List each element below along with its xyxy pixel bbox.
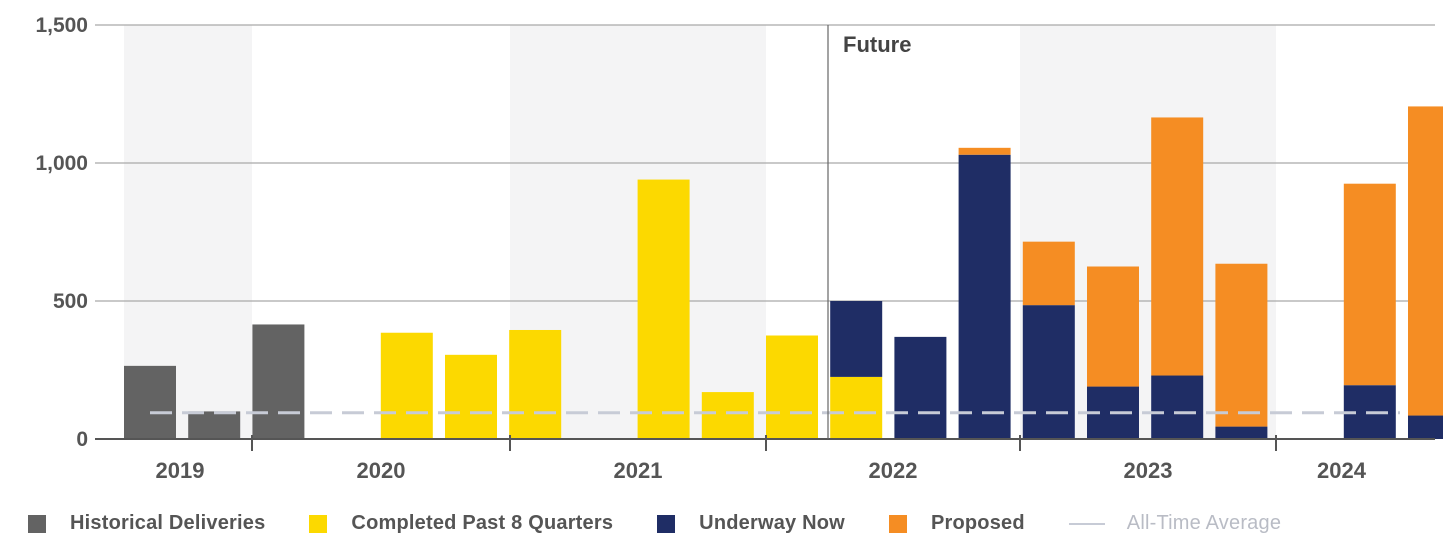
- bar-underway: [1151, 375, 1204, 439]
- legend-label-average: All-Time Average: [1126, 512, 1282, 534]
- bar-proposed: [1022, 241, 1075, 306]
- bar-underway: [894, 336, 947, 439]
- x-tick-label: 2021: [614, 458, 663, 483]
- legend-item-historical: Historical Deliveries: [28, 512, 265, 535]
- y-tick-label: 500: [53, 290, 88, 313]
- future-label: Future: [843, 32, 911, 57]
- legend: Historical Deliveries Completed Past 8 Q…: [28, 512, 1325, 535]
- bar-completed: [701, 392, 754, 439]
- x-tick-label: 2024: [1317, 458, 1367, 483]
- bar-proposed: [1151, 117, 1204, 376]
- y-tick-label: 0: [76, 428, 88, 451]
- bar-underway: [1022, 305, 1075, 439]
- bar-completed: [830, 376, 883, 439]
- legend-swatch-historical: [28, 514, 46, 533]
- x-tick-label: 2019: [156, 458, 205, 483]
- bar-completed: [637, 179, 690, 439]
- x-tick-label: 2020: [357, 458, 406, 483]
- bar-completed: [380, 332, 433, 439]
- bar-proposed: [1408, 106, 1443, 416]
- bar-underway: [958, 154, 1011, 439]
- future-divider: Future: [827, 25, 911, 439]
- y-tick-label: 1,000: [35, 152, 88, 175]
- legend-swatch-average: [1068, 522, 1105, 525]
- x-tick-label: 2022: [869, 458, 918, 483]
- bar-underway: [830, 301, 883, 377]
- gridlines: [95, 24, 1435, 302]
- bar-proposed: [958, 147, 1011, 155]
- bar-proposed: [1215, 263, 1268, 427]
- legend-item-proposed: Proposed: [888, 512, 1025, 535]
- legend-label-historical: Historical Deliveries: [70, 512, 266, 534]
- bar-historical: [188, 411, 241, 439]
- bar-completed: [766, 335, 818, 439]
- bar-underway: [1408, 415, 1443, 439]
- legend-swatch-completed: [309, 514, 328, 533]
- x-axis: 2019 2020 2021 2022 2023 2024: [95, 435, 1435, 483]
- legend-label-underway: Underway Now: [699, 512, 845, 534]
- y-tick-label: 1,500: [35, 14, 88, 37]
- legend-swatch-proposed: [888, 514, 907, 533]
- bar-underway: [1215, 426, 1268, 439]
- legend-swatch-underway: [657, 514, 676, 533]
- bar-historical: [124, 365, 176, 439]
- bar-completed: [509, 329, 562, 439]
- bar-proposed: [1343, 183, 1396, 386]
- legend-item-average: All-Time Average: [1068, 512, 1282, 535]
- bar-proposed: [1087, 266, 1139, 387]
- legend-item-underway: Underway Now: [657, 512, 845, 535]
- legend-label-proposed: Proposed: [930, 512, 1025, 534]
- bar-historical: [252, 324, 305, 439]
- y-axis: 0 500 1,000 1,500: [35, 14, 88, 451]
- legend-item-completed: Completed Past 8 Quarters: [309, 512, 613, 535]
- legend-label-completed: Completed Past 8 Quarters: [351, 512, 614, 534]
- bar-completed: [445, 354, 497, 439]
- x-tick-label: 2023: [1124, 458, 1173, 483]
